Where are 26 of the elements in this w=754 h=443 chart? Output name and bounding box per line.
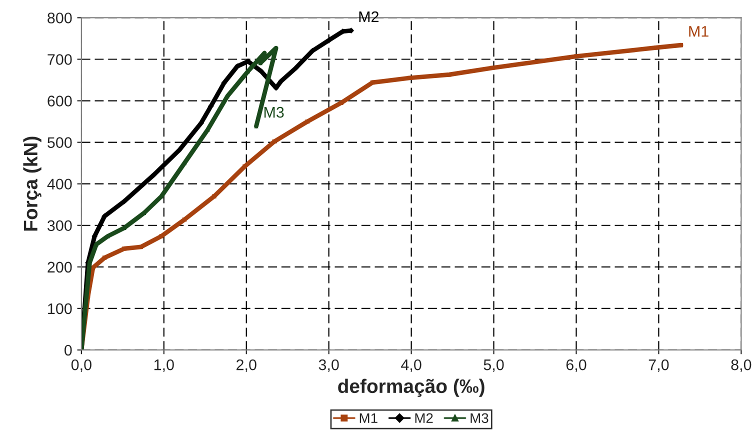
legend-label: M3	[470, 413, 488, 424]
x-tick-label: 3,0	[318, 359, 339, 372]
y-tick-label: 800	[48, 12, 72, 24]
y-tick-label: 700	[48, 54, 72, 65]
x-axis-title: deformação (‰)	[338, 378, 484, 397]
legend-label: M2	[415, 413, 433, 423]
x-tick-label: 8,0	[731, 359, 752, 372]
annotation: M3	[264, 106, 284, 118]
annotation: M1	[689, 26, 708, 37]
y-tick-label: 400	[47, 178, 72, 190]
y-tick-label: 300	[48, 220, 72, 232]
annotation: M2	[359, 11, 379, 22]
y-tick-label: 100	[48, 303, 72, 314]
x-tick-label: 5,0	[484, 359, 504, 372]
legend-label: M1	[360, 413, 378, 423]
y-tick-label: 200	[48, 262, 72, 273]
y-axis-title: Força (kN)	[23, 136, 42, 231]
x-tick-label: 6,0	[566, 359, 586, 372]
y-tick-label: 600	[48, 96, 72, 106]
x-tick-label: 4,0	[401, 359, 422, 372]
y-tick-label: 0	[64, 344, 72, 356]
y-tick-label: 500	[48, 137, 72, 148]
x-tick-label: 7,0	[648, 359, 669, 372]
x-tick-label: 0,0	[71, 359, 92, 372]
x-tick-label: 1,0	[154, 359, 174, 372]
x-tick-label: 2,0	[236, 359, 256, 372]
